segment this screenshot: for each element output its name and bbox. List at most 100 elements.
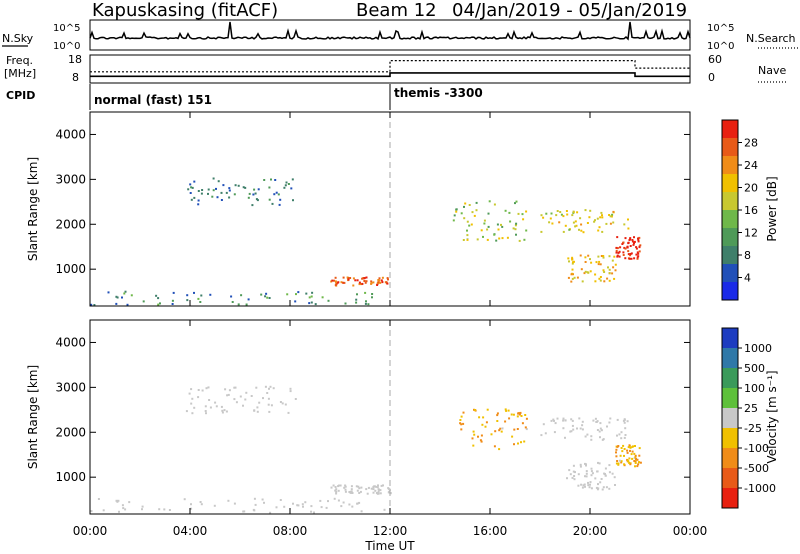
data-cell [602,486,605,489]
data-cell [377,484,379,487]
data-cell [224,388,227,391]
data-cell [204,405,207,408]
data-cell [639,244,642,247]
data-cell [623,463,626,466]
data-cell [347,278,350,281]
data-cell [355,485,358,488]
data-cell [305,292,308,295]
data-cell [254,503,257,506]
data-cell [209,293,212,296]
data-cell [585,463,587,466]
data-cell [233,193,236,196]
velocity-panel: 1000 2000 3000 4000 Slant Range [km] 1000 50… [26,319,779,515]
data-cell [334,276,337,279]
data-cell [244,186,247,189]
colorbar-frame [721,327,739,509]
data-cell [500,430,503,433]
data-cell [626,449,629,452]
cpid-mode-label: themis -3300 [394,86,483,100]
data-cell [598,277,601,280]
data-cell [335,283,338,285]
data-cell [634,445,636,447]
data-cell [629,237,632,240]
data-cell [365,300,367,303]
data-cell [337,489,340,492]
data-cell [616,445,619,448]
data-cell [372,281,375,284]
data-cell [460,423,463,426]
data-cell [548,221,551,224]
data-cell [122,507,125,510]
data-cell [349,277,352,279]
data-cell [629,253,632,255]
data-cell [572,464,575,467]
x-tick-label: 08:00 [273,524,308,538]
data-cell [583,483,586,486]
data-cell [604,474,607,477]
data-cell [629,449,631,452]
data-cell [507,409,510,412]
x-axis: 00:00 04:00 08:00 12:00 16:00 20:00 00:00 [73,524,708,538]
data-cell [475,201,478,204]
data-cell [525,417,528,420]
data-cell [582,484,585,487]
data-cell [601,216,604,219]
data-cell [544,432,547,435]
data-cell [572,470,575,473]
data-cell [358,492,361,494]
data-cell [553,419,555,422]
data-cell [581,486,584,489]
data-cell [269,385,272,388]
data-cell [620,460,623,463]
data-cell [504,408,507,411]
colorbar-swatch [722,282,738,301]
data-cell [622,251,625,254]
data-cell [621,243,624,245]
data-cell [193,180,196,183]
data-cell [602,255,605,257]
data-cell [220,405,223,408]
data-cell [594,273,597,276]
data-cell [128,501,131,504]
data-cell [564,436,566,439]
data-cell [486,228,489,231]
data-cell [193,196,196,199]
data-cell [562,215,565,218]
colorbar-tick-label: 1000 [744,342,772,355]
data-cell [268,410,271,413]
data-cell [571,476,574,479]
colorbar-tick-label: 25 [744,402,758,415]
colorbar-tick-label: 500 [744,362,765,375]
data-cell [343,281,346,284]
data-cell [540,214,543,217]
data-cell [216,196,219,199]
data-cell [522,218,525,221]
data-cell [542,216,545,219]
data-cell [638,454,641,457]
data-cell [335,492,338,495]
data-cell [585,470,588,473]
data-cell [508,211,511,214]
data-cell [215,405,218,408]
data-cell [186,299,189,302]
data-cell [589,209,592,212]
x-axis-label: Time UT [364,539,415,553]
data-cell [379,492,382,495]
data-cell [516,415,519,418]
colorbar-tick-label: -100 [744,442,769,455]
data-cell [212,189,215,192]
data-cell [579,427,582,430]
data-cell [463,217,466,220]
data-cell [562,417,565,420]
data-cell [598,462,601,465]
data-cell [496,414,499,417]
colorbar-swatch [722,138,738,157]
data-cell [589,483,591,486]
data-cell [590,470,593,473]
data-cell [97,498,100,500]
data-cell [275,506,278,509]
data-cell [545,212,548,215]
data-cell [510,413,513,416]
data-cell [594,280,597,283]
data-cell [615,448,618,451]
